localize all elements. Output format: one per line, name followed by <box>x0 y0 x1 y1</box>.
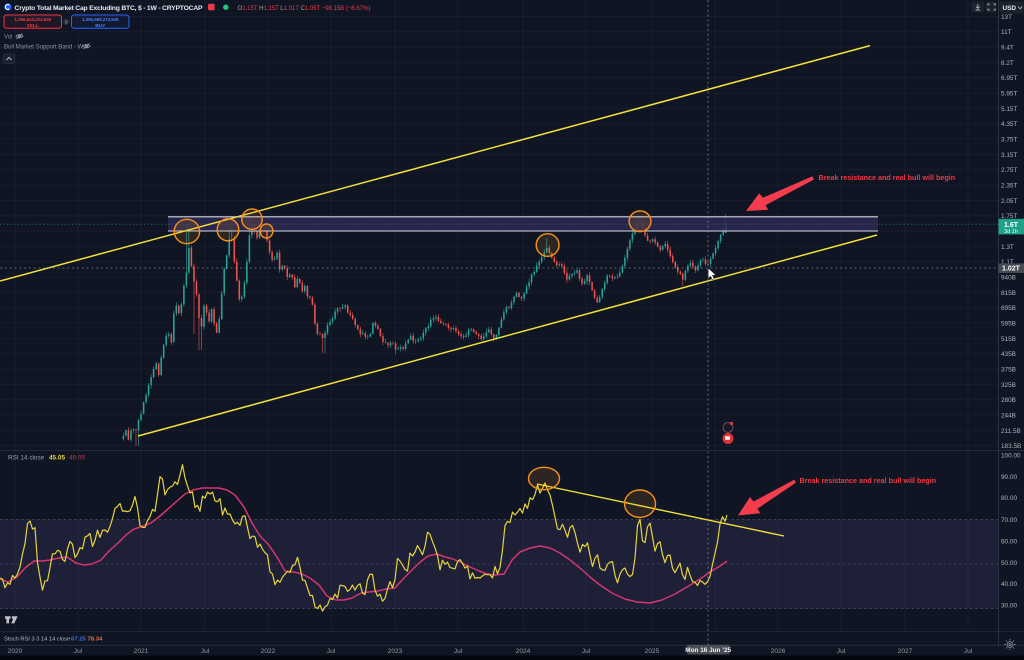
svg-text:60.00: 60.00 <box>1001 538 1017 545</box>
svg-text:1.75T: 1.75T <box>1001 213 1017 220</box>
svg-text:Jul: Jul <box>327 648 336 655</box>
svg-text:2.75T: 2.75T <box>1001 167 1017 174</box>
svg-text:67.25: 67.25 <box>71 636 86 642</box>
svg-text:280B: 280B <box>1001 397 1016 404</box>
svg-text:90.00: 90.00 <box>1001 474 1017 481</box>
svg-text:1.6T: 1.6T <box>1004 222 1019 229</box>
svg-text:0: 0 <box>65 20 68 25</box>
svg-text:Break resistance and real bull: Break resistance and real bull will begi… <box>800 476 937 485</box>
svg-text:11T: 11T <box>1001 29 1012 36</box>
svg-text:Jul: Jul <box>201 648 210 655</box>
svg-text:40.00: 40.00 <box>1001 581 1017 588</box>
svg-text:1.02T: 1.02T <box>1002 266 1021 273</box>
svg-text:1,396,589,272,949: 1,396,589,272,949 <box>82 17 119 22</box>
svg-text:O1.15T H1.15T L1.01T C1.05T −9: O1.15T H1.15T L1.01T C1.05T −98.15B (−8.… <box>238 5 371 12</box>
svg-text:375B: 375B <box>1001 367 1016 374</box>
svg-text:1.3T: 1.3T <box>1001 244 1014 251</box>
svg-text:Break resistance and real bull: Break resistance and real bull will begi… <box>819 173 956 182</box>
svg-text:Bull Market Support Band - W: Bull Market Support Band - W <box>4 44 84 51</box>
svg-text:Stoch RSI 3 3 14 14 close: Stoch RSI 3 3 14 14 close <box>4 636 71 642</box>
svg-text:5.15T: 5.15T <box>1001 106 1017 113</box>
svg-text:6.95T: 6.95T <box>1001 75 1017 82</box>
svg-text:515B: 515B <box>1001 336 1016 343</box>
svg-text:BUY: BUY <box>95 23 106 29</box>
svg-text:Jul: Jul <box>837 648 846 655</box>
svg-text:2020: 2020 <box>8 648 23 655</box>
svg-text:435B: 435B <box>1001 351 1016 358</box>
svg-text:Jul: Jul <box>74 648 83 655</box>
svg-text:SELL: SELL <box>27 23 39 29</box>
svg-text:13T: 13T <box>1001 14 1012 21</box>
svg-text:49.95: 49.95 <box>69 455 85 462</box>
svg-text:3.15T: 3.15T <box>1001 152 1017 159</box>
svg-text:2021: 2021 <box>134 648 149 655</box>
svg-text:3.75T: 3.75T <box>1001 137 1017 144</box>
svg-text:1.1T: 1.1T <box>1001 259 1014 266</box>
svg-text:Jul: Jul <box>964 648 973 655</box>
svg-text:695B: 695B <box>1001 305 1016 312</box>
svg-text:9.4T: 9.4T <box>1001 45 1014 52</box>
svg-text:45.05: 45.05 <box>49 455 65 462</box>
svg-text:2023: 2023 <box>388 648 403 655</box>
svg-text:2.05T: 2.05T <box>1001 198 1017 205</box>
svg-text:USD: USD <box>1003 5 1017 12</box>
svg-text:2027: 2027 <box>898 648 913 655</box>
svg-text:RSI 14 close: RSI 14 close <box>8 455 45 462</box>
svg-text:595B: 595B <box>1001 321 1016 328</box>
svg-text:244B: 244B <box>1001 413 1016 420</box>
svg-text:Vol: Vol <box>4 34 12 41</box>
svg-text:2024: 2024 <box>516 648 531 655</box>
svg-text:Jul: Jul <box>582 648 591 655</box>
svg-text:940B: 940B <box>1001 275 1016 282</box>
svg-text:8.2T: 8.2T <box>1001 60 1014 67</box>
svg-text:183.5B: 183.5B <box>1001 443 1021 450</box>
svg-text:2.35T: 2.35T <box>1001 183 1017 190</box>
svg-text:1,396,543,223,949: 1,396,543,223,949 <box>14 17 51 22</box>
svg-text:2022: 2022 <box>261 648 276 655</box>
svg-text:2026: 2026 <box>771 648 786 655</box>
svg-text:70.00: 70.00 <box>1001 517 1017 524</box>
svg-text:30.00: 30.00 <box>1001 603 1017 610</box>
svg-text:325B: 325B <box>1001 382 1016 389</box>
svg-text:80.00: 80.00 <box>1001 495 1017 502</box>
svg-text:815B: 815B <box>1001 290 1016 297</box>
svg-text:Crypto Total Market Cap Exclud: Crypto Total Market Cap Excluding BTC, $… <box>15 5 204 12</box>
svg-text:Mon 16 Jun ’25: Mon 16 Jun ’25 <box>685 647 731 654</box>
svg-text:2025: 2025 <box>645 648 660 655</box>
svg-text:50.00: 50.00 <box>1001 560 1017 567</box>
svg-text:78.34: 78.34 <box>88 636 103 642</box>
svg-text:211.5B: 211.5B <box>1001 428 1021 435</box>
svg-text:100.00: 100.00 <box>1001 452 1021 459</box>
svg-text:3d 1h: 3d 1h <box>1004 229 1018 235</box>
svg-text:Jul: Jul <box>454 648 463 655</box>
svg-text:4.35T: 4.35T <box>1001 121 1017 128</box>
svg-text:5.95T: 5.95T <box>1001 91 1017 98</box>
